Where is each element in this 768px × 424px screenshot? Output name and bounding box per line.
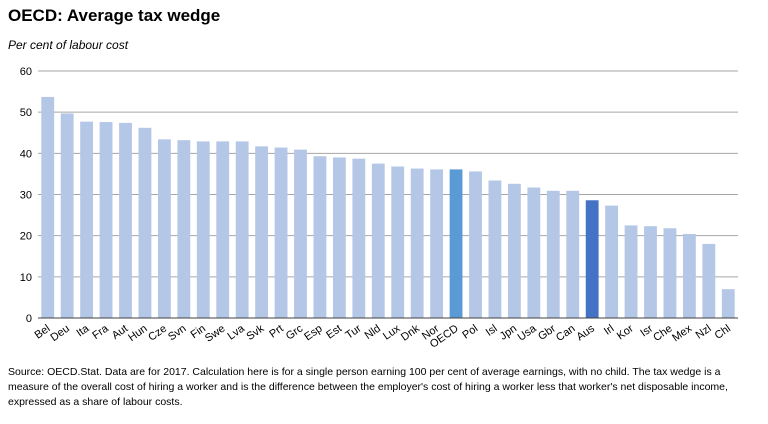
bar	[255, 146, 269, 318]
bar	[41, 96, 55, 318]
x-tick-label: Aut	[110, 323, 130, 342]
x-tick-label: Kor	[615, 322, 636, 342]
bar	[371, 163, 385, 318]
bar	[60, 113, 74, 318]
x-tick-label: Prt	[267, 323, 285, 341]
x-tick-label: Est	[324, 323, 344, 342]
x-tick-label: Svk	[244, 322, 266, 343]
x-tick-label: Nld	[363, 323, 383, 342]
x-tick-label: Esp	[302, 323, 324, 344]
y-tick-label: 60	[20, 66, 32, 78]
bar	[352, 158, 366, 318]
bar	[80, 121, 94, 318]
bar	[332, 157, 346, 318]
bar	[430, 169, 444, 318]
bar	[216, 141, 230, 318]
x-tick-label: Irl	[602, 323, 616, 338]
x-tick-label: Bel	[33, 323, 53, 342]
bar	[644, 226, 657, 318]
x-tick-label: Swe	[203, 323, 227, 345]
bar	[196, 141, 210, 318]
bar	[488, 180, 502, 318]
bar	[527, 187, 541, 318]
x-tick-label: Chl	[713, 323, 733, 342]
y-tick-label: 40	[20, 148, 32, 160]
bar	[546, 190, 560, 318]
x-tick-label: Pol	[460, 323, 480, 342]
y-tick-label: 50	[20, 107, 32, 119]
bar	[507, 183, 521, 318]
x-tick-label: Ita	[74, 322, 92, 339]
x-tick-label: Svn	[166, 323, 188, 344]
x-tick-label: Fra	[90, 322, 111, 342]
y-tick-label: 0	[26, 313, 32, 325]
y-tick-label: 10	[20, 272, 32, 284]
bar	[410, 168, 424, 318]
y-tick-label: 30	[20, 190, 32, 202]
bar	[469, 171, 482, 318]
bar	[449, 169, 463, 318]
bar	[157, 139, 171, 318]
y-axis-unit-label: Per cent of labour cost	[8, 38, 129, 52]
x-tick-label: Dnk	[399, 322, 422, 343]
bar	[177, 140, 191, 318]
bar	[313, 156, 327, 318]
bar	[274, 147, 288, 318]
bar	[682, 234, 696, 318]
bar	[391, 166, 405, 318]
bar	[294, 149, 307, 318]
bar	[566, 190, 580, 318]
bar	[585, 200, 599, 318]
x-tick-label: Mex	[670, 322, 694, 344]
x-tick-label: Deu	[48, 323, 71, 344]
bar	[235, 141, 249, 318]
bar	[99, 122, 113, 319]
x-tick-label: Aus	[574, 322, 597, 343]
source-note: Source: OECD.Stat. Data are for 2017. Ca…	[8, 366, 728, 408]
x-tick-label: Isl	[484, 323, 500, 339]
bar	[624, 225, 638, 318]
x-tick-label: Tur	[343, 322, 363, 341]
bar	[702, 243, 716, 318]
bar	[138, 127, 152, 318]
bar	[663, 228, 677, 318]
bar	[721, 289, 735, 318]
x-tick-label: Nzl	[694, 323, 714, 342]
y-tick-label: 20	[20, 231, 32, 243]
chart-title: OECD: Average tax wedge	[8, 6, 221, 25]
bar	[605, 205, 619, 318]
bar	[119, 122, 132, 319]
